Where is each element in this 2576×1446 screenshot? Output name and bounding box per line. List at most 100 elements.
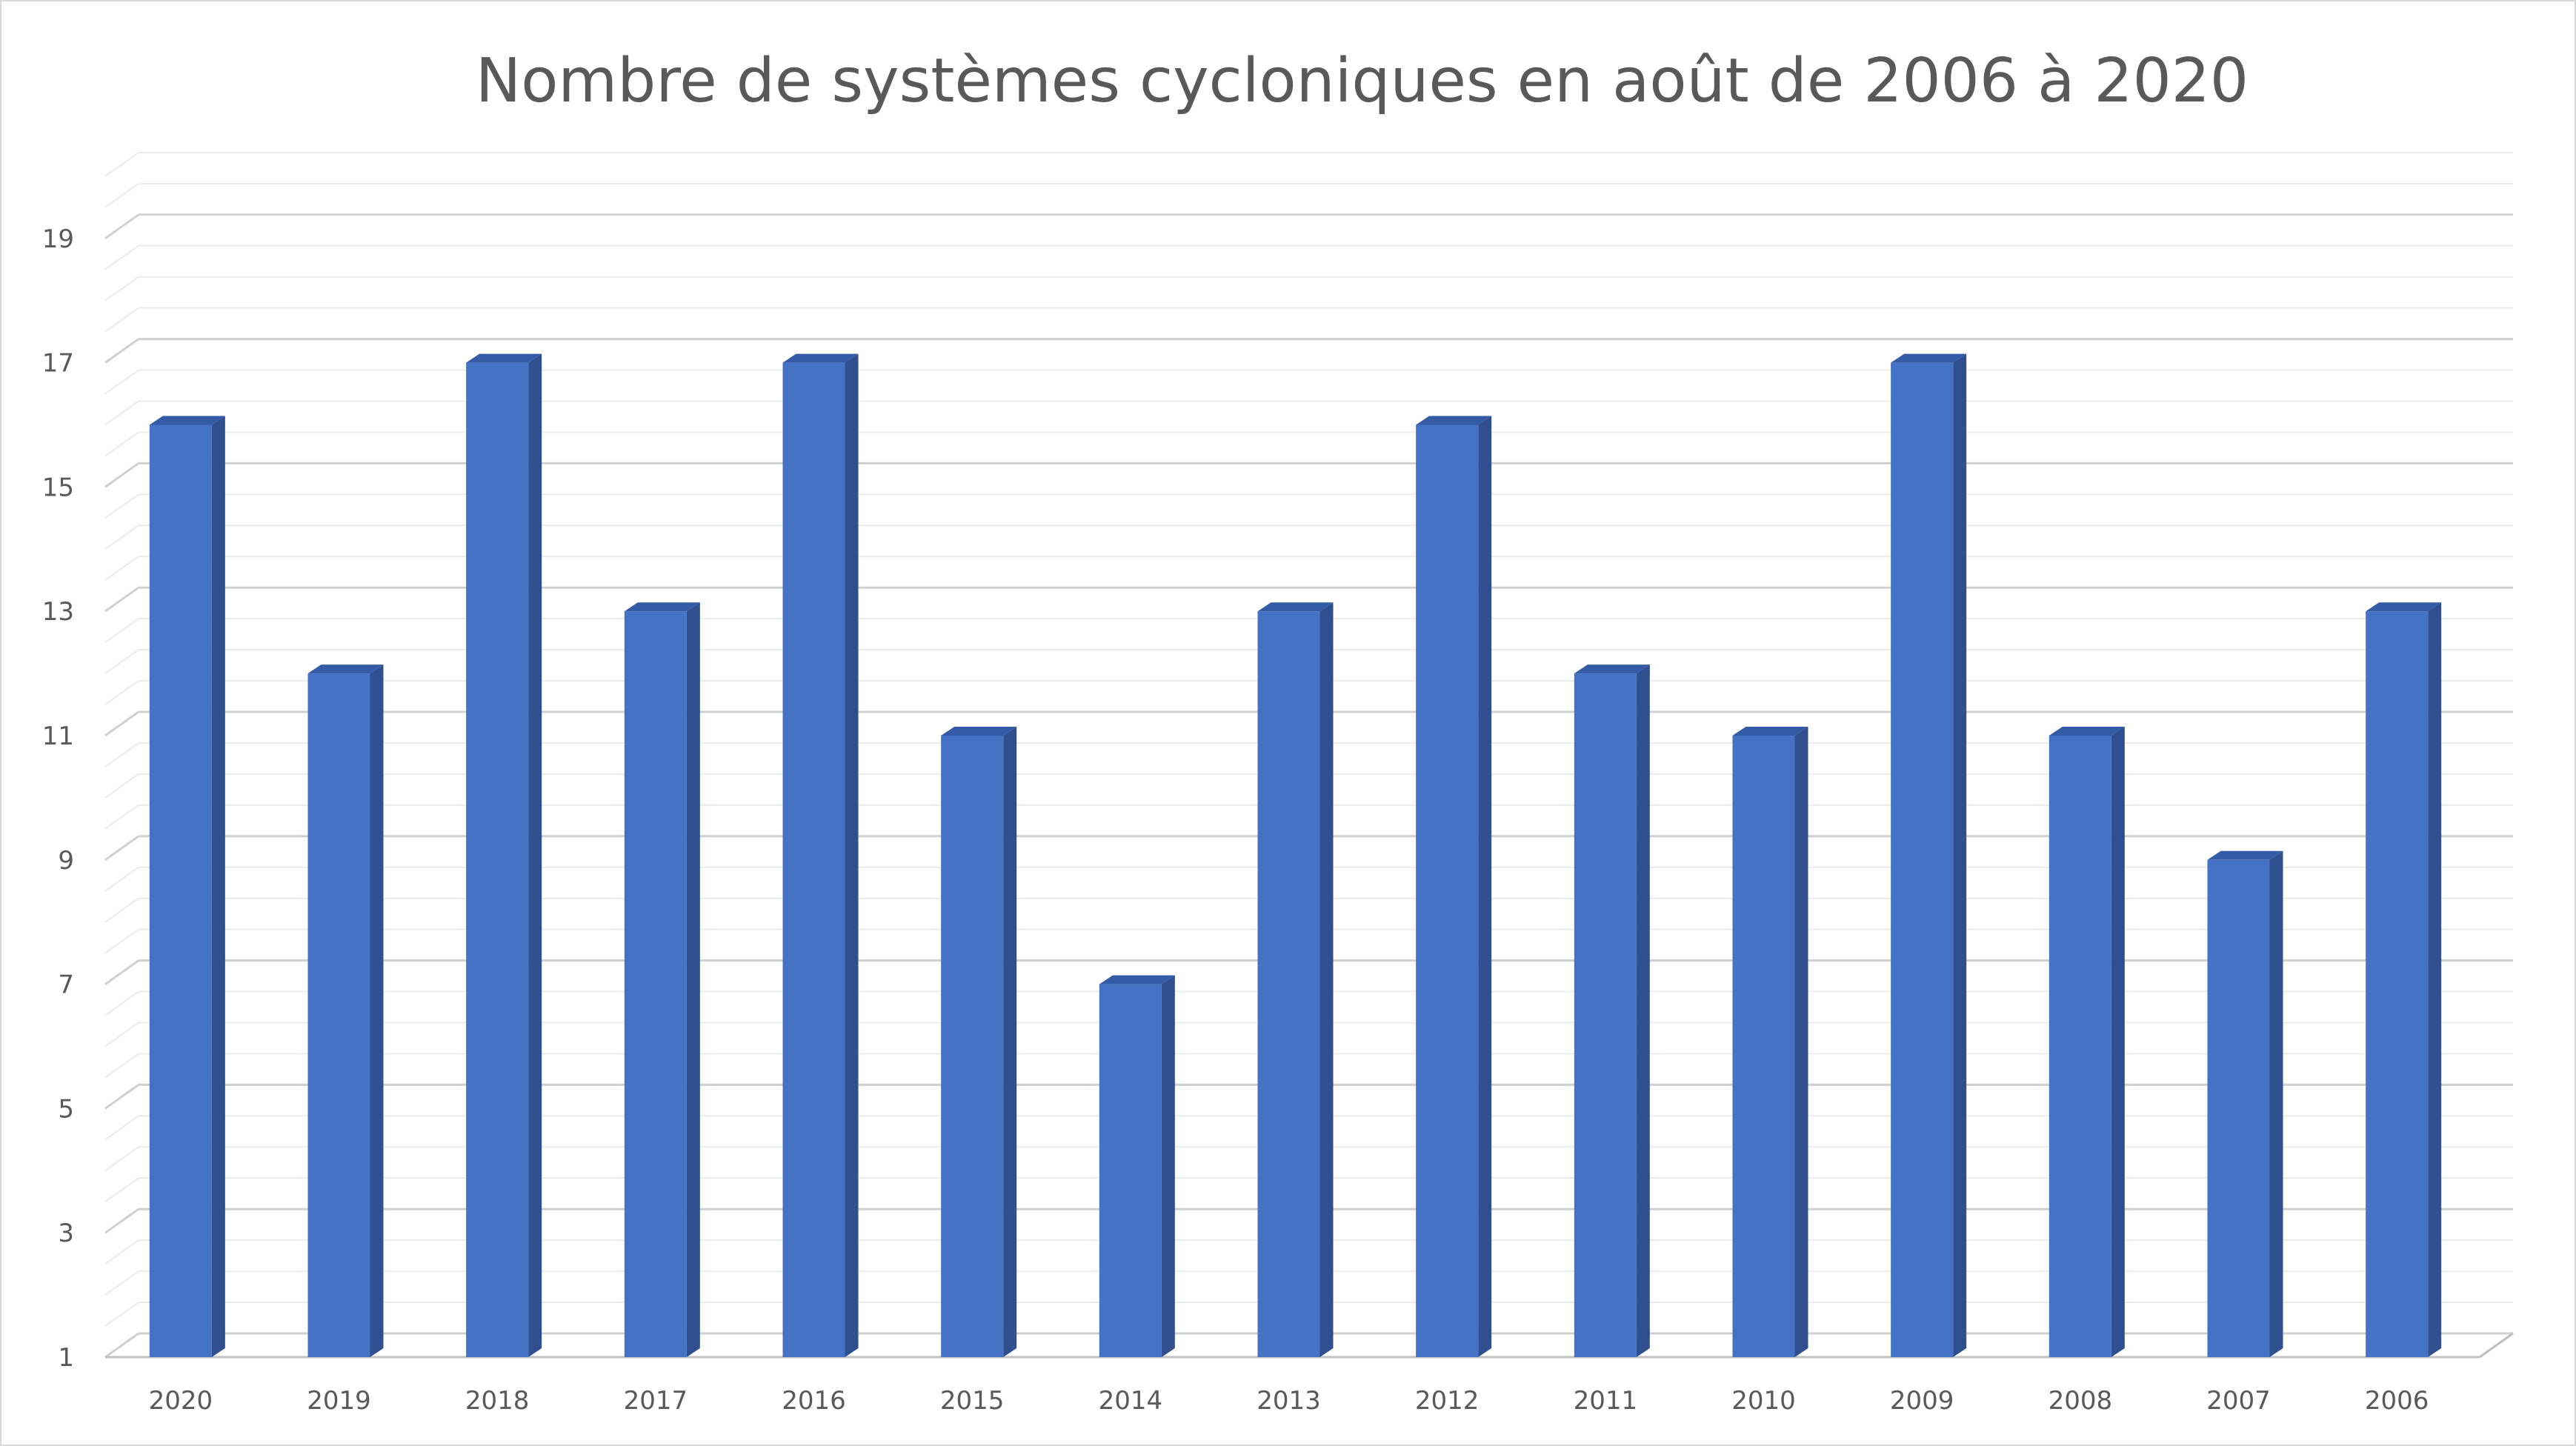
y-tick-label: 1: [58, 1343, 74, 1373]
bar: [782, 362, 845, 1358]
bar: [1574, 673, 1637, 1357]
x-tick-label: 2007: [2206, 1386, 2271, 1416]
gridline-side: [104, 183, 139, 208]
bar-top: [149, 416, 225, 425]
bar-side: [1161, 975, 1175, 1357]
gridline-side: [104, 493, 139, 519]
gridline-side: [104, 556, 139, 582]
gridline-side: [104, 213, 139, 240]
bar: [2207, 859, 2270, 1357]
gridline-side: [104, 462, 139, 488]
bar-side: [1478, 416, 1492, 1357]
gridline-side: [104, 1115, 139, 1141]
y-tick-label: 15: [42, 473, 74, 502]
gridline-side: [104, 1053, 139, 1079]
y-tick-label: 19: [42, 224, 74, 254]
bar-top: [2366, 602, 2442, 612]
y-tick-label: 3: [58, 1219, 74, 1248]
bar-side: [370, 664, 384, 1357]
bar-side: [528, 353, 542, 1358]
floor-edge: [2479, 1332, 2514, 1359]
gridline-side: [104, 1270, 139, 1296]
bar-side: [1319, 602, 1334, 1357]
y-tick-label: 11: [42, 722, 74, 751]
bar-top: [782, 353, 859, 363]
x-tick-label: 2020: [149, 1386, 213, 1416]
gridline-side: [104, 1084, 139, 1110]
gridline-side: [104, 276, 139, 301]
y-tick-label: 13: [42, 597, 74, 627]
bar-side: [2428, 602, 2442, 1357]
gridline-side: [104, 928, 139, 954]
x-tick-label: 2010: [1731, 1386, 1796, 1416]
gridline-side: [104, 524, 139, 550]
x-tick-label: 2017: [624, 1386, 688, 1416]
x-tick-label: 2013: [1257, 1386, 1321, 1416]
gridline-side: [104, 835, 139, 862]
bar-top: [466, 353, 542, 363]
bar: [149, 424, 212, 1357]
gridline-side: [104, 742, 139, 767]
gridline-side: [104, 244, 139, 270]
gridline-side: [104, 307, 139, 333]
bar-side: [1636, 664, 1650, 1357]
bar-top: [1257, 602, 1334, 612]
bar: [2366, 611, 2429, 1357]
bar: [2049, 736, 2111, 1357]
bar-top: [624, 602, 700, 612]
gridline-side: [104, 152, 139, 177]
x-tick-label: 2012: [1415, 1386, 1480, 1416]
gridline-side: [104, 959, 139, 985]
gridline-side: [104, 1146, 139, 1172]
chart-title: Nombre de systèmes cycloniques en août d…: [475, 46, 2249, 116]
bar-side: [1794, 727, 1808, 1357]
y-tick-label: 9: [58, 846, 74, 876]
bar-side: [845, 353, 859, 1358]
bar-top: [1574, 664, 1650, 674]
bar: [941, 736, 1004, 1357]
gridline-side: [104, 369, 139, 395]
gridline-side: [104, 1332, 139, 1359]
gridline-side: [104, 1022, 139, 1047]
bar-top: [941, 727, 1017, 736]
gridline-side: [104, 400, 139, 426]
x-tick-label: 2016: [782, 1386, 846, 1416]
bar-side: [686, 602, 700, 1357]
gridline-side: [104, 1302, 139, 1327]
bar-top: [1416, 416, 1492, 425]
bar: [1732, 736, 1795, 1357]
bar-side: [211, 416, 225, 1357]
bar: [624, 611, 687, 1357]
gridline-side: [104, 1239, 139, 1265]
x-tick-label: 2015: [940, 1386, 1005, 1416]
x-tick-label: 2006: [2365, 1386, 2429, 1416]
gridline-side: [104, 990, 139, 1016]
bar-top: [1891, 353, 1967, 363]
x-tick-label: 2019: [307, 1386, 371, 1416]
gridline-side: [104, 649, 139, 674]
bar-top: [1732, 727, 1808, 736]
bar-side: [2111, 727, 2125, 1357]
y-tick-label: 5: [58, 1094, 74, 1124]
x-tick-label: 2018: [465, 1386, 530, 1416]
gridline-side: [104, 897, 139, 923]
bar-top: [1099, 975, 1175, 984]
x-tick-label: 2011: [1574, 1386, 1638, 1416]
bar-top: [2049, 727, 2125, 736]
bar: [1891, 362, 1954, 1358]
bar: [1416, 424, 1479, 1357]
gridline-side: [104, 804, 139, 830]
x-tick-label: 2009: [1890, 1386, 1954, 1416]
y-tick-label: 17: [42, 349, 74, 379]
bar-top: [2207, 850, 2283, 860]
gridline-side: [104, 618, 139, 643]
gridline-side: [104, 710, 139, 737]
gridline-side: [104, 680, 139, 705]
bar: [307, 673, 370, 1357]
gridline-side: [104, 586, 139, 613]
x-tick-label: 2014: [1099, 1386, 1163, 1416]
bar: [1257, 611, 1320, 1357]
bar-side: [1953, 353, 1967, 1358]
